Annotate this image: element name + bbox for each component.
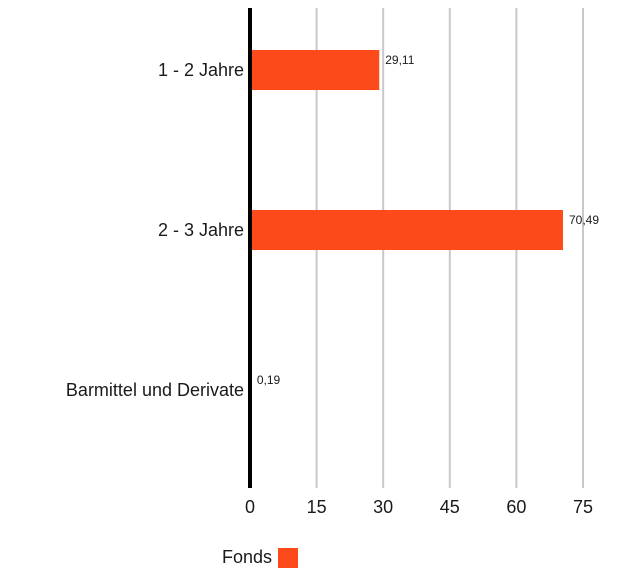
x-tick-label-75: 75	[573, 497, 593, 517]
x-tick-label-30: 30	[373, 497, 393, 517]
data-labels: 29,11 70,49 0,19	[257, 53, 599, 387]
bar-2	[250, 210, 563, 250]
data-label-1: 29,11	[385, 53, 414, 67]
data-label-3: 0,19	[257, 373, 281, 387]
category-label-3: Barmittel und Derivate	[66, 380, 244, 400]
category-labels: 1 - 2 Jahre 2 - 3 Jahre Barmittel und Deri…	[66, 60, 244, 400]
x-tick-label-60: 60	[506, 497, 526, 517]
x-tick-labels: 0 15 30 45 60 75	[245, 497, 593, 517]
category-label-2: 2 - 3 Jahre	[158, 220, 244, 240]
data-label-2: 70,49	[569, 213, 599, 227]
x-tick-label-15: 15	[307, 497, 327, 517]
legend-swatch-fonds	[278, 547, 299, 568]
category-label-1: 1 - 2 Jahre	[158, 60, 244, 80]
x-tick-label-0: 0	[245, 497, 255, 517]
legend: Fonds	[222, 547, 299, 568]
legend-label-fonds: Fonds	[222, 547, 273, 567]
x-tick-label-45: 45	[440, 497, 460, 517]
bar-1	[250, 50, 380, 90]
